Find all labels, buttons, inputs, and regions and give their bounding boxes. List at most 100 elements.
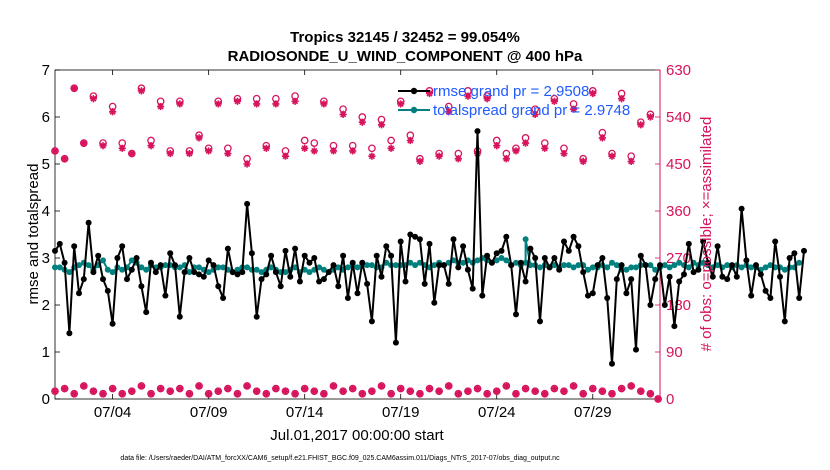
obs-assimilated-marker bbox=[214, 100, 222, 108]
rmse-point bbox=[503, 233, 510, 240]
obs-assimilated-marker bbox=[214, 387, 222, 395]
spread-point bbox=[460, 259, 467, 266]
obs-assimilated-marker bbox=[128, 387, 136, 395]
rmse-point bbox=[95, 252, 102, 259]
rmse-point bbox=[383, 243, 390, 250]
spread-point bbox=[268, 264, 275, 271]
obs-count-markers bbox=[51, 84, 662, 403]
rmse-point bbox=[277, 283, 284, 290]
rmse-point bbox=[100, 276, 106, 283]
obs-assimilated-marker bbox=[377, 382, 386, 390]
rmse-point bbox=[748, 292, 755, 299]
rmse-point bbox=[633, 346, 639, 353]
spread-point bbox=[354, 264, 361, 271]
obs-assimilated-marker bbox=[233, 97, 242, 105]
rmse-point bbox=[85, 219, 92, 226]
rmse-point bbox=[76, 290, 82, 297]
spread-point bbox=[589, 264, 596, 271]
spread-point bbox=[700, 259, 707, 266]
x-axis-label: Jul.01,2017 00:00:00 start bbox=[270, 427, 444, 444]
rmse-point bbox=[642, 262, 649, 269]
rmse-point bbox=[306, 259, 313, 266]
obs-assimilated-marker bbox=[243, 382, 251, 390]
obs-assimilated-marker bbox=[291, 390, 299, 398]
obs-assimilated-marker bbox=[569, 105, 578, 113]
spread-point bbox=[407, 259, 414, 266]
spread-point bbox=[316, 264, 323, 271]
rmse-point bbox=[292, 245, 299, 252]
obs-assimilated-marker bbox=[483, 390, 491, 398]
x-tick-label: 07/24 bbox=[478, 404, 516, 421]
obs-assimilated-marker bbox=[157, 384, 165, 393]
rmse-point bbox=[556, 266, 563, 273]
spread-point bbox=[522, 236, 529, 243]
rmse-point bbox=[796, 295, 803, 301]
rmse-point bbox=[431, 299, 438, 306]
obs-assimilated-marker bbox=[627, 382, 635, 390]
rmse-point bbox=[493, 250, 500, 257]
obs-assimilated-marker bbox=[195, 382, 203, 390]
spread-point bbox=[628, 264, 635, 271]
obs-assimilated-marker bbox=[387, 390, 395, 398]
rmse-point bbox=[469, 285, 476, 292]
obs-assimilated-marker bbox=[281, 387, 290, 395]
obs-assimilated-marker bbox=[281, 152, 290, 160]
obs-assimilated-marker bbox=[118, 144, 126, 152]
y-right-tick-label: 540 bbox=[666, 109, 691, 126]
rmse-point bbox=[392, 339, 399, 346]
rmse-point bbox=[133, 255, 140, 261]
obs-assimilated-marker bbox=[109, 108, 117, 116]
obs-assimilated-marker bbox=[80, 139, 88, 147]
rmse-point bbox=[152, 269, 159, 276]
rmse-point bbox=[90, 269, 97, 276]
rmse-point bbox=[71, 243, 78, 250]
x-tick-label: 07/29 bbox=[574, 404, 612, 421]
rmse-point bbox=[757, 271, 764, 278]
spread-point bbox=[503, 257, 510, 264]
spread-point bbox=[234, 266, 241, 273]
y-right-tick-label: 180 bbox=[666, 297, 691, 314]
rmse-point bbox=[657, 262, 663, 269]
rmse-point bbox=[613, 276, 620, 283]
obs-assimilated-marker bbox=[339, 387, 347, 395]
data-file-footnote: data file: /Users/raeder/DAI/ATM_forcXX/… bbox=[120, 455, 560, 462]
obs-assimilated-marker bbox=[89, 387, 98, 395]
spread-point bbox=[738, 264, 745, 271]
obs-assimilated-marker bbox=[435, 152, 443, 160]
chart-title-line2: RADIOSONDE_U_WIND_COMPONENT @ 400 hPa bbox=[228, 48, 583, 65]
obs-assimilated-marker bbox=[435, 387, 443, 395]
obs-assimilated-marker bbox=[569, 382, 578, 390]
obs-assimilated-marker bbox=[51, 147, 59, 155]
spread-point bbox=[85, 262, 92, 269]
rmse-point bbox=[537, 318, 543, 325]
rmse-point bbox=[263, 271, 270, 278]
obs-assimilated-marker bbox=[253, 100, 261, 108]
obs-assimilated-marker bbox=[454, 390, 462, 398]
spread-point bbox=[244, 264, 251, 271]
rmse-point bbox=[167, 250, 174, 257]
spread-point bbox=[292, 264, 299, 271]
rmse-point bbox=[143, 309, 150, 316]
rmse-point bbox=[777, 273, 783, 280]
spread-point bbox=[282, 269, 289, 276]
y-right-tick-label: 90 bbox=[666, 344, 683, 361]
obs-assimilated-marker bbox=[147, 142, 155, 150]
obs-assimilated-marker bbox=[493, 142, 501, 150]
rmse-point bbox=[541, 255, 548, 261]
rmse-point bbox=[397, 238, 404, 245]
rmse-point bbox=[464, 266, 471, 273]
rmse-point bbox=[743, 257, 750, 264]
rmse-point bbox=[186, 255, 193, 261]
y-left-tick-label: 5 bbox=[42, 156, 50, 173]
rmse-point bbox=[623, 290, 630, 297]
rmse-point bbox=[517, 259, 524, 266]
spread-point bbox=[633, 264, 639, 271]
rmse-point bbox=[378, 273, 385, 280]
spread-point bbox=[585, 266, 591, 273]
rmse-point bbox=[791, 250, 798, 257]
rmse-point bbox=[359, 259, 366, 266]
obs-assimilated-marker bbox=[541, 144, 549, 152]
rmse-point bbox=[335, 283, 342, 290]
rmse-point bbox=[61, 259, 68, 266]
rmse-point bbox=[532, 255, 539, 261]
